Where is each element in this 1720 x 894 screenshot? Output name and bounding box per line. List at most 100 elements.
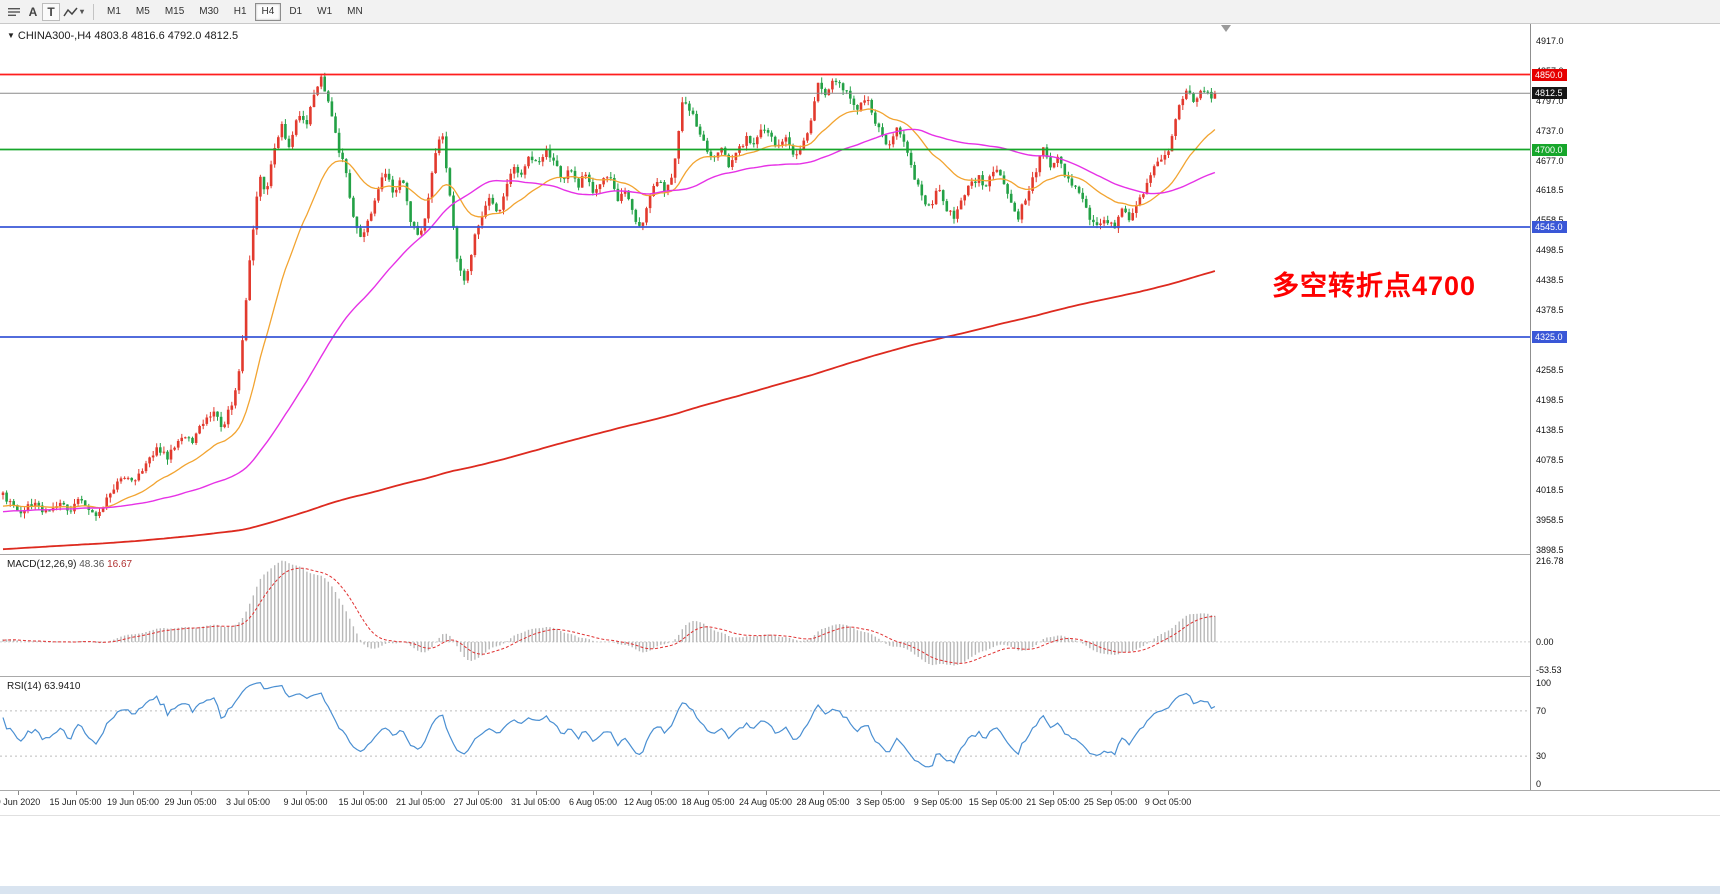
panel-divider — [0, 676, 1720, 677]
text-label-icon[interactable]: T — [42, 2, 60, 21]
time-label: 24 Aug 05:00 — [738, 797, 793, 807]
symbol-dropdown-icon[interactable]: ▼ — [7, 31, 15, 40]
price-tick: 4078.5 — [1536, 455, 1564, 466]
panel-divider — [0, 790, 1720, 791]
price-tick: 4498.5 — [1536, 245, 1564, 256]
time-tick — [18, 791, 19, 795]
level-badge-resistance-red: 4850.0 — [1532, 68, 1567, 81]
time-label: 3 Sep 05:00 — [856, 797, 905, 807]
macd-axis-zero: 0.00 — [1536, 636, 1554, 647]
price-tick: 4677.0 — [1536, 156, 1564, 166]
annotation-text: 多空转折点4700 — [1272, 271, 1477, 301]
macd-panel[interactable] — [0, 555, 1530, 676]
time-label: 9 Sep 05:00 — [913, 797, 963, 807]
time-label: 9 Jun 2020 — [0, 797, 41, 807]
time-tick — [938, 791, 939, 795]
time-tick — [75, 791, 77, 795]
time-label: 15 Jul 05:00 — [338, 797, 388, 807]
macd-axis-max: 216.78 — [1536, 556, 1564, 566]
price-tick: 4917.0 — [1536, 36, 1564, 46]
time-tick — [478, 791, 479, 795]
panel-divider — [0, 554, 1720, 555]
tf-button-w1[interactable]: W1 — [317, 6, 333, 17]
time-label: 15 Sep 05:00 — [968, 797, 1023, 807]
time-tick — [650, 791, 652, 795]
macd-main-value: 48.36 — [79, 559, 105, 570]
dropdown-caret-icon: ▾ — [80, 7, 85, 16]
time-label: 18 Aug 05:00 — [681, 797, 735, 807]
price-tick: 4438.5 — [1536, 275, 1564, 286]
time-tick — [305, 791, 307, 795]
rsi-axis-30: 30 — [1536, 751, 1547, 762]
time-axis[interactable]: 9 Jun 2020 15 Jun 05:00 19 Jun 05:00 29 Jun… — [0, 791, 1720, 815]
price-tick: 4737.0 — [1536, 126, 1564, 136]
time-tick — [133, 791, 134, 795]
axis-underline — [0, 815, 1720, 816]
price-tick: 3958.5 — [1536, 515, 1564, 526]
time-tick — [765, 791, 767, 795]
rsi-title-label: RSI(14) — [7, 681, 42, 692]
tf-button-m5[interactable]: M5 — [135, 6, 150, 17]
time-label: 15 Jun 05:00 — [49, 797, 102, 807]
price-tick: 4198.5 — [1536, 395, 1564, 406]
time-label: 25 Sep 05:00 — [1083, 797, 1138, 807]
tf-button-m1[interactable]: M1 — [107, 6, 121, 17]
tf-button-m15[interactable]: M15 — [164, 6, 185, 17]
price-tick: 3898.5 — [1536, 545, 1564, 556]
tf-button-mn[interactable]: MN — [347, 6, 363, 17]
time-tick — [708, 791, 709, 795]
time-tick — [1110, 791, 1112, 795]
time-tick — [823, 791, 824, 795]
time-tick — [880, 791, 882, 795]
symbol-header: ▼ CHINA300-,H4 4803.8 4816.6 4792.0 4812.… — [7, 30, 238, 42]
time-tick — [190, 791, 192, 795]
time-label: 21 Sep 05:00 — [1026, 797, 1080, 807]
tf-button-h4[interactable]: H4 — [254, 2, 282, 21]
time-label: 9 Jul 05:00 — [283, 797, 328, 807]
macd-title: MACD(12,26,9) 48.36 16.67 — [7, 559, 132, 570]
price-tick: 4378.5 — [1536, 305, 1564, 316]
tf-button-m30[interactable]: M30 — [199, 6, 219, 17]
time-label: 6 Aug 05:00 — [568, 797, 618, 807]
rsi-axis-70: 70 — [1536, 705, 1547, 716]
main-chart[interactable] — [0, 24, 1530, 554]
toolbar-separator — [93, 3, 95, 20]
price-tick: 4018.5 — [1536, 485, 1564, 496]
time-tick — [1168, 791, 1169, 795]
current-price-badge: 4812.5 — [1532, 87, 1567, 100]
time-label: 28 Aug 05:00 — [796, 797, 850, 807]
time-tick — [995, 791, 997, 795]
price-tick: 4138.5 — [1536, 425, 1564, 436]
price-tick: 4258.5 — [1536, 365, 1564, 376]
price-axis[interactable]: 4917.04857.04797.04737.04677.04618.54558… — [1530, 24, 1720, 790]
time-tick — [593, 791, 594, 795]
chart-shift-marker[interactable] — [1221, 25, 1231, 32]
timeframe-bar: M1 M5 M15 M30 H1 H4 D1 W1 MN — [100, 2, 370, 21]
chart-lines-icon[interactable] — [4, 2, 24, 22]
time-label: 21 Jul 05:00 — [395, 797, 446, 807]
time-label: 19 Jun 05:00 — [106, 797, 160, 807]
toolbar: A T ▾ M1 M5 M15 M30 H1 H4 D1 W1 MN — [0, 0, 1720, 24]
level-badge-support-blue-2: 4325.0 — [1532, 331, 1567, 343]
price-tick: 4618.5 — [1536, 185, 1564, 196]
rsi-panel[interactable] — [0, 677, 1530, 790]
polyline-icon[interactable]: ▾ — [60, 2, 87, 22]
time-label: 9 Oct 05:00 — [1144, 797, 1192, 807]
macd-signal-value: 16.67 — [107, 559, 133, 570]
time-tick — [535, 791, 537, 795]
text-annotation-icon[interactable]: A — [28, 4, 38, 19]
tf-button-d1[interactable]: D1 — [289, 6, 303, 17]
price-tick: 4558.5 — [1536, 215, 1564, 225]
macd-title-label: MACD(12,26,9) — [7, 559, 77, 570]
macd-axis-min: -53.53 — [1536, 665, 1562, 675]
time-tick — [420, 791, 422, 795]
level-badge-pivot-green: 4700.0 — [1532, 143, 1567, 156]
rsi-axis-0: 0 — [1536, 779, 1542, 789]
time-label: 31 Jul 05:00 — [510, 797, 561, 807]
rsi-title: RSI(14) 63.9410 — [7, 681, 80, 692]
tf-button-h1[interactable]: H1 — [233, 6, 247, 17]
time-label: 12 Aug 05:00 — [623, 797, 678, 807]
time-tick — [363, 791, 364, 795]
rsi-axis-100: 100 — [1536, 678, 1552, 688]
